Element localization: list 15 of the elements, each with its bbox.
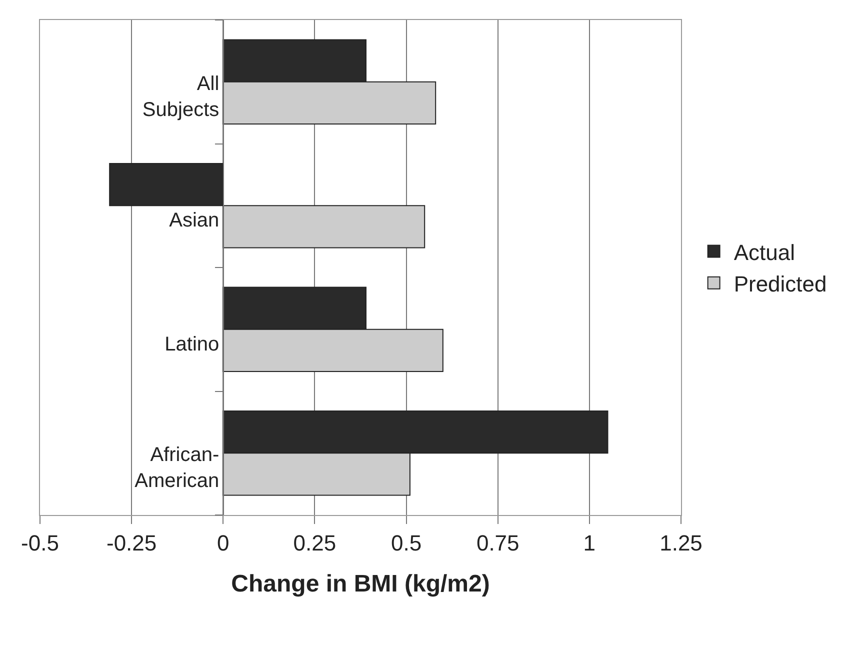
y-tick-label: African-American: [134, 444, 220, 492]
y-tick-label: Asian: [169, 210, 220, 232]
x-tick-label: 1: [583, 530, 596, 556]
legend-label: Actual: [734, 240, 795, 265]
x-tick-label: 0: [217, 530, 230, 556]
legend-label: Predicted: [734, 271, 827, 296]
y-tick-label: All Subjects: [142, 72, 220, 121]
x-tick-label: 1.25: [660, 530, 702, 556]
x-tick-label: 0.5: [390, 530, 422, 556]
x-tick-label: 0.25: [293, 530, 336, 556]
y-tick-label: Latino: [164, 333, 220, 356]
x-tick-label: 0.75: [476, 530, 520, 556]
x-tick-label: -0.5: [21, 530, 59, 556]
x-axis-title: Change in BMI (kg/m2): [231, 570, 490, 598]
x-tick-label: -0.25: [106, 530, 157, 556]
